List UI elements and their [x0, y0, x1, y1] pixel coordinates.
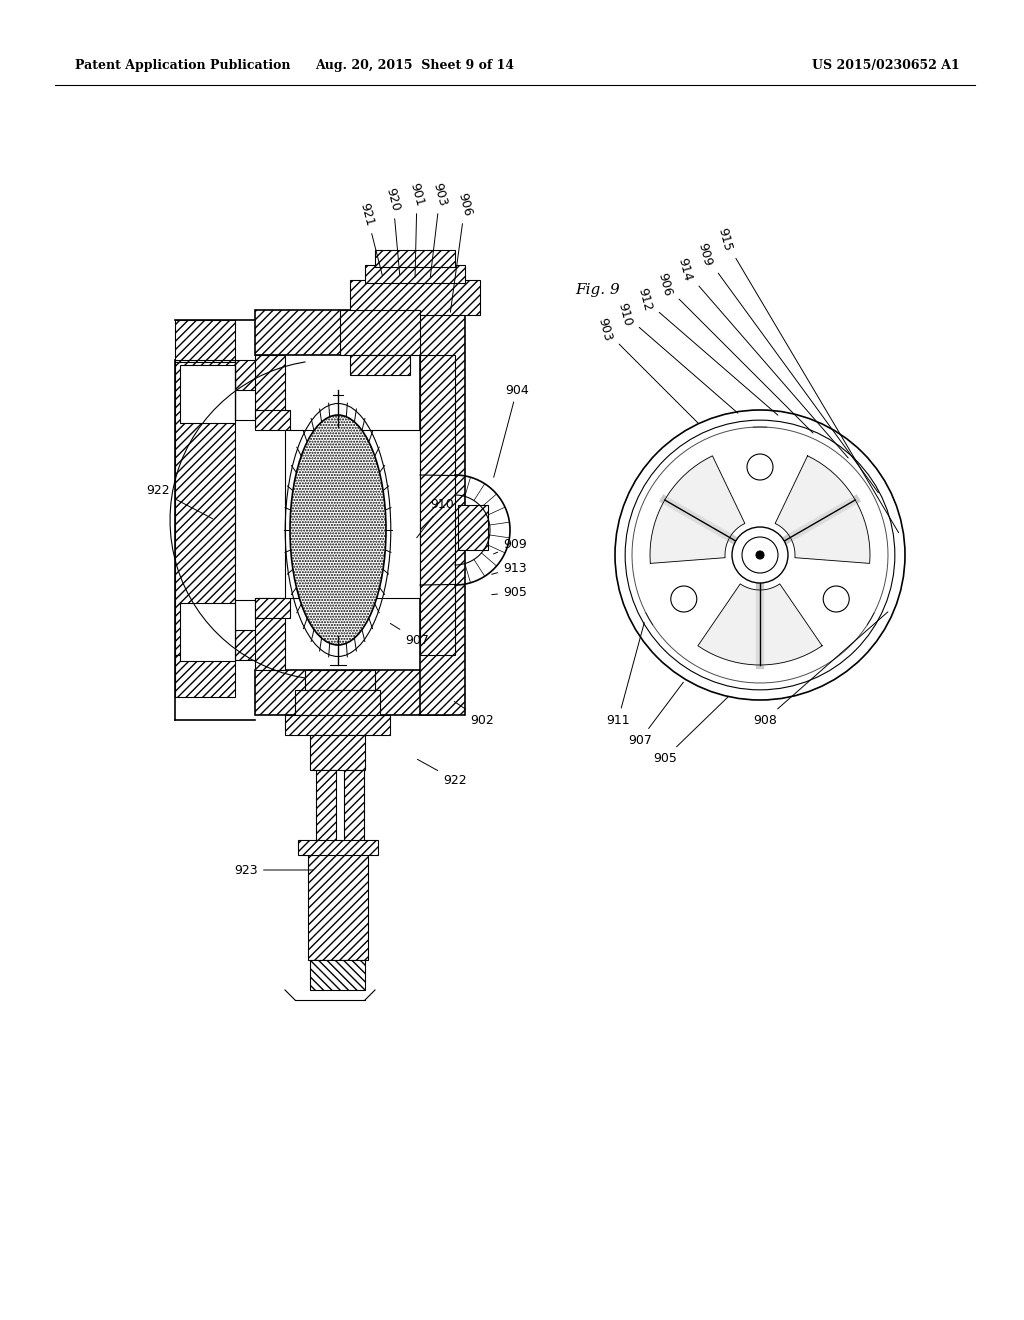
Text: US 2015/0230652 A1: US 2015/0230652 A1: [812, 58, 961, 71]
Bar: [234, 360, 265, 389]
Text: 912: 912: [636, 286, 778, 416]
Bar: [295, 690, 380, 715]
Bar: [255, 598, 285, 671]
Text: 922: 922: [146, 483, 213, 519]
Text: Patent Application Publication: Patent Application Publication: [75, 58, 291, 71]
Bar: [305, 671, 375, 690]
Polygon shape: [650, 455, 744, 564]
Bar: [344, 770, 364, 850]
Text: 920: 920: [384, 187, 402, 276]
Text: 901: 901: [408, 182, 426, 277]
Text: Aug. 20, 2015  Sheet 9 of 14: Aug. 20, 2015 Sheet 9 of 14: [315, 58, 515, 71]
Bar: [255, 411, 290, 430]
Circle shape: [746, 454, 773, 480]
Bar: [180, 603, 234, 661]
Bar: [458, 506, 488, 550]
Text: 913: 913: [492, 561, 526, 574]
Text: 904: 904: [494, 384, 528, 478]
Bar: [255, 671, 450, 715]
Bar: [285, 715, 390, 735]
Bar: [180, 366, 234, 422]
Polygon shape: [775, 455, 870, 564]
Bar: [308, 850, 368, 960]
Bar: [285, 430, 420, 598]
Circle shape: [732, 527, 788, 583]
Text: 905: 905: [653, 697, 728, 764]
Text: 923: 923: [234, 863, 313, 876]
Bar: [365, 265, 465, 282]
Text: 922: 922: [418, 759, 467, 787]
Bar: [310, 735, 365, 770]
Text: 910: 910: [615, 302, 738, 413]
Text: 903: 903: [430, 182, 450, 277]
Text: 915: 915: [716, 227, 899, 532]
Circle shape: [671, 586, 696, 612]
Text: Fig. 9: Fig. 9: [575, 282, 620, 297]
Bar: [255, 310, 450, 355]
Text: 902: 902: [455, 701, 494, 726]
Bar: [234, 630, 265, 660]
Text: 909: 909: [494, 539, 526, 554]
Bar: [310, 960, 365, 990]
Text: 906: 906: [451, 191, 474, 313]
Text: 911: 911: [606, 623, 644, 726]
Text: 914: 914: [676, 257, 848, 458]
Polygon shape: [698, 583, 822, 665]
Bar: [298, 840, 378, 855]
Bar: [350, 280, 480, 315]
Text: 910: 910: [417, 499, 454, 537]
Text: 905: 905: [492, 586, 527, 598]
Circle shape: [742, 537, 778, 573]
Text: 907: 907: [628, 682, 683, 747]
Circle shape: [823, 586, 849, 612]
Bar: [340, 310, 420, 355]
Text: 903: 903: [596, 317, 698, 422]
Bar: [175, 655, 234, 697]
Text: 909: 909: [695, 242, 879, 492]
Bar: [175, 319, 234, 362]
Bar: [175, 360, 234, 655]
Bar: [420, 355, 455, 655]
Circle shape: [615, 411, 905, 700]
Bar: [255, 598, 290, 618]
Text: 906: 906: [655, 272, 813, 433]
Bar: [420, 310, 465, 715]
Bar: [375, 249, 455, 267]
Bar: [316, 770, 336, 850]
Ellipse shape: [290, 414, 386, 645]
Text: 907: 907: [390, 623, 429, 647]
Text: 908: 908: [753, 612, 888, 726]
Text: 921: 921: [357, 202, 382, 276]
Circle shape: [756, 550, 764, 558]
Bar: [350, 355, 410, 375]
Bar: [255, 355, 285, 420]
